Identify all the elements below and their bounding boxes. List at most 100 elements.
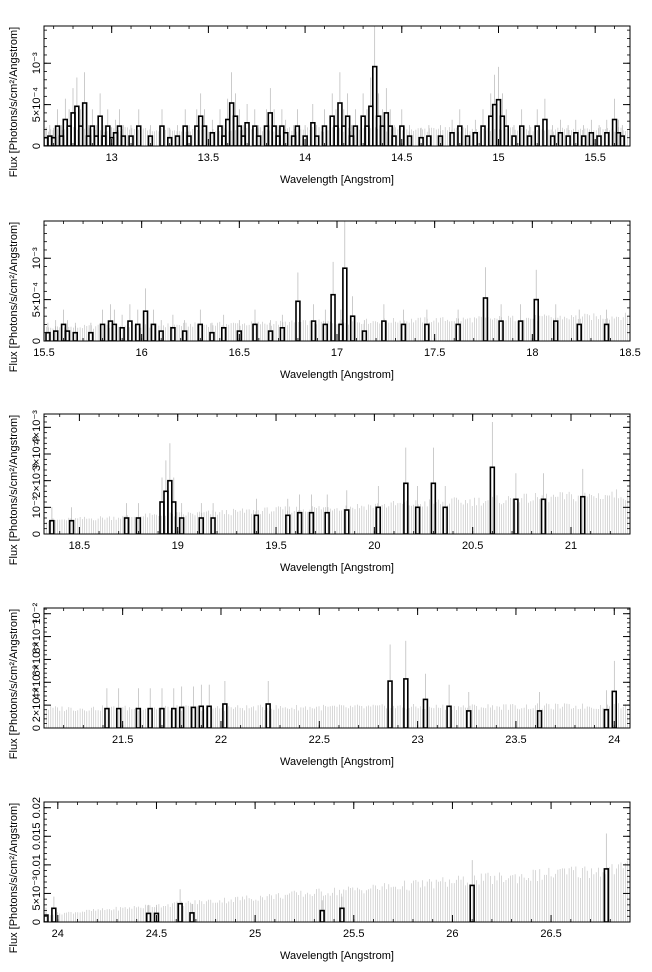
data-point bbox=[45, 331, 51, 341]
data-point bbox=[472, 132, 478, 146]
data-point bbox=[302, 135, 308, 146]
x-tick-label: 21 bbox=[565, 540, 577, 552]
data-series bbox=[49, 422, 586, 534]
x-tick-label: 25 bbox=[249, 928, 261, 940]
panel-5: 24 24.5 25 25.5 26 26.5 0 5×10⁻³0.01 0.015 0.02 Wa… bbox=[8, 797, 631, 962]
data-point bbox=[198, 705, 205, 728]
y-tick-label: 0 bbox=[31, 919, 43, 925]
data-point bbox=[406, 135, 413, 146]
panel-2: 15.5 16 16.5 17 17.5 18 18.5 0 5×10⁻⁴ 10⁻³ Wavelen… bbox=[8, 220, 641, 381]
data-point bbox=[588, 132, 595, 146]
x-tick-label: 20.5 bbox=[462, 540, 483, 552]
y-tick-label: 3×10⁻³ bbox=[31, 437, 43, 472]
y-tick-label: 5×10⁻³ bbox=[31, 876, 43, 911]
x-tick-label: 19.5 bbox=[265, 540, 286, 552]
y-tick-label: 0.01 bbox=[31, 854, 43, 875]
data-point bbox=[282, 132, 289, 146]
data-point bbox=[128, 135, 134, 146]
data-point bbox=[285, 514, 291, 534]
data-point bbox=[310, 122, 316, 146]
y-tick-label: 10⁻³ bbox=[31, 496, 43, 518]
x-tick-label: 25.5 bbox=[343, 928, 364, 940]
data-point bbox=[403, 678, 409, 728]
data-point bbox=[116, 707, 122, 728]
data-point bbox=[308, 511, 315, 534]
data-point bbox=[313, 135, 320, 146]
data-point bbox=[159, 125, 165, 146]
data-point bbox=[72, 331, 79, 341]
data-point bbox=[603, 323, 610, 341]
data-point bbox=[294, 125, 301, 146]
data-point bbox=[295, 300, 301, 341]
data-point bbox=[319, 909, 325, 922]
data-point bbox=[337, 102, 343, 146]
data-series bbox=[44, 833, 610, 922]
y-tick-label: 10⁻² bbox=[31, 603, 43, 625]
plot-frame bbox=[43, 801, 631, 923]
y-tick-label: 2×10⁻³ bbox=[31, 463, 43, 498]
x-tick-label: 15 bbox=[492, 152, 504, 164]
data-point bbox=[135, 707, 142, 728]
data-point bbox=[171, 707, 177, 728]
data-point bbox=[464, 135, 471, 146]
x-tick-label: 18.5 bbox=[69, 540, 90, 552]
data-point bbox=[437, 135, 444, 146]
data-point bbox=[603, 708, 610, 728]
data-point bbox=[611, 690, 617, 728]
data-point bbox=[178, 517, 185, 534]
data-point bbox=[426, 135, 432, 146]
y-axis-title: Flux [Photons/s/cm²/Angstrom] bbox=[8, 609, 20, 759]
data-point bbox=[174, 135, 181, 146]
data-point bbox=[342, 267, 348, 341]
data-point bbox=[123, 517, 130, 534]
x-axis-title: Wavelength [Angstrom] bbox=[280, 562, 394, 574]
data-point bbox=[64, 330, 71, 341]
y-tick-label: 0.015 bbox=[31, 823, 43, 851]
data-point bbox=[310, 320, 317, 341]
data-point bbox=[565, 135, 571, 146]
y-tick-label: 4×10⁻³ bbox=[31, 410, 43, 445]
data-point bbox=[81, 102, 88, 146]
data-point bbox=[111, 323, 118, 341]
x-tick-label: 13.5 bbox=[198, 152, 219, 164]
data-point bbox=[469, 884, 475, 922]
y-tick-label: 5×10⁻⁴ bbox=[31, 87, 43, 123]
x-tick-label: 15.5 bbox=[33, 347, 54, 359]
data-point bbox=[424, 323, 430, 341]
x-tick-label: 14.5 bbox=[391, 152, 412, 164]
plot-area bbox=[44, 833, 630, 922]
y-axis-title: Flux [Photons/s/cm²/Angstrom] bbox=[8, 27, 20, 177]
x-tick-label: 20 bbox=[368, 540, 380, 552]
x-tick-label: 19 bbox=[172, 540, 184, 552]
x-tick-label: 26 bbox=[446, 928, 458, 940]
y-tick-label: 10⁻³ bbox=[31, 52, 43, 74]
data-point bbox=[349, 315, 356, 341]
x-tick-label: 23.5 bbox=[505, 734, 526, 746]
plot-frame bbox=[43, 413, 631, 535]
data-point bbox=[542, 118, 548, 146]
y-axis-title: Flux [Photons/s/cm²/Angstrom] bbox=[8, 803, 20, 953]
data-point bbox=[403, 482, 409, 534]
plot-area bbox=[44, 26, 630, 146]
x-tick-label: 22.5 bbox=[309, 734, 330, 746]
data-point bbox=[49, 519, 55, 534]
data-point bbox=[221, 326, 227, 341]
x-tick-label: 21.5 bbox=[112, 734, 133, 746]
x-tick-label: 13 bbox=[106, 152, 118, 164]
data-point bbox=[201, 125, 208, 146]
data-point bbox=[145, 912, 152, 922]
y-tick-label: 2×10⁻³ bbox=[31, 688, 43, 723]
data-point bbox=[88, 331, 94, 341]
data-point bbox=[153, 912, 160, 922]
y-tick-label: 6×10⁻³ bbox=[31, 642, 43, 677]
data-point bbox=[498, 320, 504, 341]
y-tick-label: 5×10⁻⁴ bbox=[31, 282, 43, 318]
y-tick-label: 0 bbox=[31, 725, 43, 731]
data-point bbox=[222, 703, 228, 728]
data-point bbox=[150, 323, 157, 341]
data-point bbox=[526, 135, 533, 146]
data-point bbox=[400, 323, 407, 341]
x-tick-label: 18 bbox=[526, 347, 538, 359]
x-tick-label: 17 bbox=[331, 347, 343, 359]
